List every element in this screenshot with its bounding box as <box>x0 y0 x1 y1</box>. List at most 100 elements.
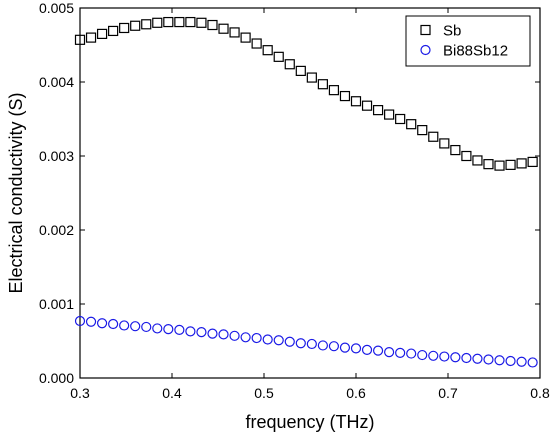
data-point-bi88sb12 <box>141 321 152 333</box>
x-tick-label: 0.6 <box>346 385 366 401</box>
data-point-bi88sb12 <box>85 316 97 327</box>
data-point-bi88sb12 <box>174 324 185 335</box>
data-point-sb <box>74 34 86 45</box>
data-point-sb <box>461 150 472 162</box>
data-point-sb <box>295 65 306 77</box>
series-bi88sb12 <box>74 315 538 368</box>
data-point-bi88sb12 <box>295 338 306 349</box>
data-point-sb <box>372 105 384 116</box>
data-point-bi88sb12 <box>472 353 483 364</box>
data-point-bi88sb12 <box>428 350 439 361</box>
data-point-bi88sb12 <box>262 334 273 345</box>
data-point-sb <box>483 159 494 170</box>
data-point-bi88sb12 <box>339 342 351 353</box>
data-point-bi88sb12 <box>196 327 207 338</box>
data-point-sb <box>240 32 251 43</box>
data-point-bi88sb12 <box>273 335 284 346</box>
x-axis-title: frequency (THz) <box>245 412 374 432</box>
data-point-bi88sb12 <box>185 326 196 337</box>
y-tick-label: 0.005 <box>39 0 74 16</box>
data-point-bi88sb12 <box>152 323 163 334</box>
plot-frame <box>79 7 541 379</box>
data-point-bi88sb12 <box>483 354 494 365</box>
data-point-sb <box>339 90 351 102</box>
data-point-bi88sb12 <box>406 348 417 359</box>
data-point-bi88sb12 <box>130 321 141 332</box>
data-point-bi88sb12 <box>328 341 340 352</box>
data-point-bi88sb12 <box>439 351 450 362</box>
legend-label-sb: Sb <box>443 23 461 40</box>
data-point-sb <box>417 124 428 136</box>
data-point-bi88sb12 <box>516 356 527 367</box>
legend-marker-sb <box>420 24 431 36</box>
data-point-sb <box>196 17 207 28</box>
data-point-bi88sb12 <box>229 330 240 341</box>
data-point-bi88sb12 <box>317 340 328 351</box>
data-point-bi88sb12 <box>240 332 251 343</box>
data-point-bi88sb12 <box>417 349 428 361</box>
y-axis-ticks: 0.000 0.001 0.002 0.003 0.004 0.005 <box>39 0 540 386</box>
series-sb <box>74 16 538 171</box>
x-tick-label: 0.3 <box>70 385 90 401</box>
y-axis-title: Electrical conductivity (S) <box>6 92 26 293</box>
data-point-sb <box>516 158 527 169</box>
data-point-bi88sb12 <box>494 355 505 366</box>
data-point-sb <box>174 16 185 28</box>
data-point-sb <box>350 96 362 107</box>
x-axis-ticks: 0.3 0.4 0.5 0.6 0.7 0.8 <box>70 8 550 401</box>
y-tick-label: 0.003 <box>39 148 74 164</box>
data-point-sb <box>130 20 141 31</box>
data-point-sb <box>384 109 395 120</box>
data-point-sb <box>273 51 284 62</box>
data-point-sb <box>439 138 450 149</box>
data-point-bi88sb12 <box>527 357 538 368</box>
data-point-bi88sb12 <box>350 343 362 354</box>
data-point-sb <box>218 23 229 34</box>
y-tick-label: 0.002 <box>39 222 74 238</box>
data-point-bi88sb12 <box>450 352 461 363</box>
data-point-sb <box>141 19 152 30</box>
series-layer <box>74 16 538 368</box>
data-point-sb <box>494 160 505 171</box>
legend-label-bi88sb12: Bi88Sb12 <box>443 43 508 60</box>
data-point-sb <box>152 17 163 28</box>
data-point-bi88sb12 <box>306 338 317 350</box>
data-point-bi88sb12 <box>251 332 262 344</box>
data-point-bi88sb12 <box>96 318 108 329</box>
data-point-sb <box>428 131 439 142</box>
y-tick-label: 0.001 <box>39 296 74 312</box>
data-point-bi88sb12 <box>372 345 384 356</box>
data-point-sb <box>317 79 328 90</box>
data-point-bi88sb12 <box>361 344 373 355</box>
data-point-sb <box>472 155 483 166</box>
legend: Sb Bi88Sb12 <box>405 15 531 67</box>
y-tick-label: 0.004 <box>39 74 74 90</box>
data-point-bi88sb12 <box>505 355 516 367</box>
data-point-bi88sb12 <box>218 329 229 340</box>
data-point-sb <box>361 100 373 111</box>
x-tick-label: 0.7 <box>438 385 458 401</box>
data-point-sb <box>96 28 108 39</box>
x-tick-label: 0.8 <box>530 385 550 401</box>
data-point-bi88sb12 <box>284 336 295 347</box>
data-point-bi88sb12 <box>119 320 130 331</box>
data-point-sb <box>229 27 240 38</box>
data-point-sb <box>284 59 295 70</box>
data-point-sb <box>450 144 461 156</box>
legend-box <box>405 15 531 67</box>
data-point-sb <box>251 38 262 49</box>
data-point-sb <box>108 25 119 37</box>
data-point-bi88sb12 <box>461 352 472 364</box>
data-point-sb <box>406 119 417 130</box>
data-point-bi88sb12 <box>384 347 395 358</box>
data-point-sb <box>119 22 130 34</box>
x-tick-label: 0.5 <box>254 385 274 401</box>
data-point-bi88sb12 <box>163 324 174 335</box>
data-point-sb <box>306 72 317 83</box>
legend-marker-bi88sb12 <box>420 44 431 56</box>
data-point-bi88sb12 <box>207 328 218 339</box>
data-point-sb <box>527 156 538 168</box>
data-point-sb <box>207 19 218 31</box>
data-point-sb <box>185 16 196 28</box>
